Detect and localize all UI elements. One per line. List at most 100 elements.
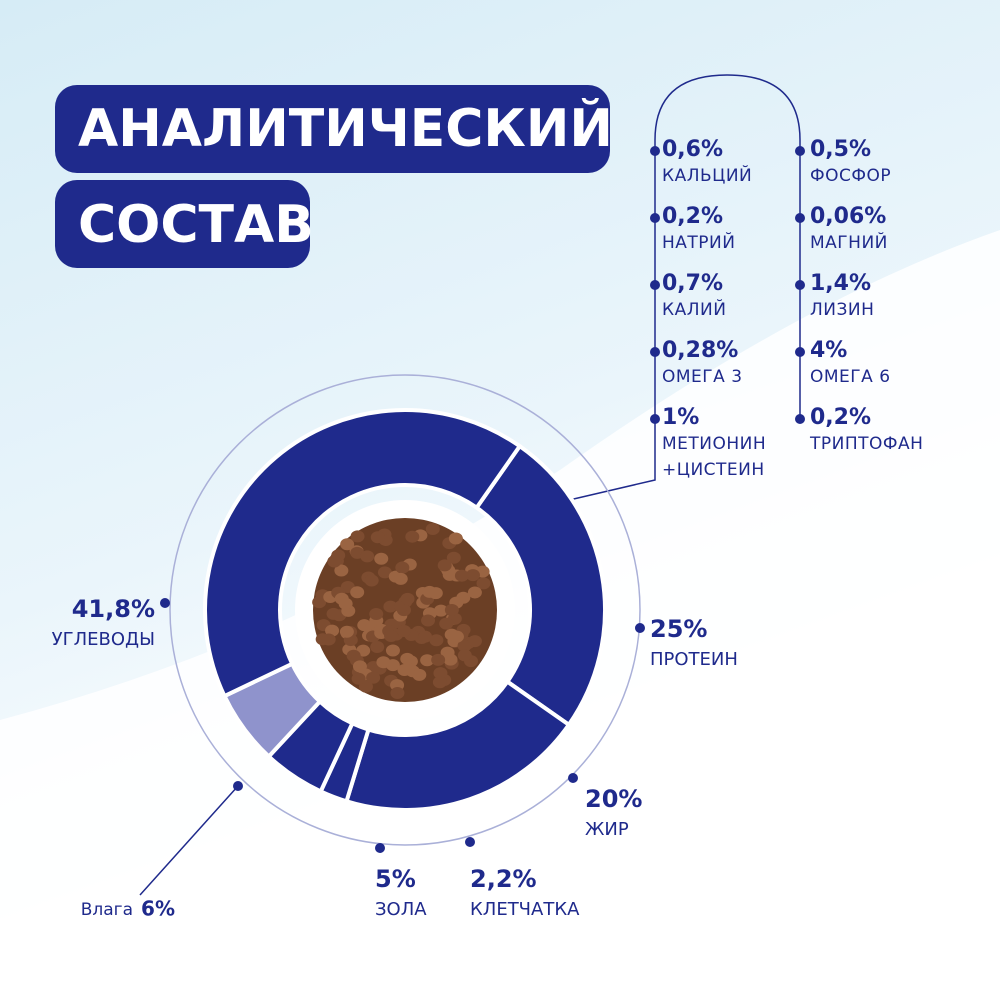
kibble [390,686,405,699]
kibble [465,569,480,582]
kibble [431,653,446,666]
kibble [338,597,353,610]
label-dot [635,623,645,633]
label-dot [160,598,170,608]
mineral-name: КАЛЬЦИЙ [662,166,753,186]
mineral-value: 0,5% [810,137,872,162]
kibble [420,654,435,667]
mineral: 4% ОМЕГА 6 [810,338,935,390]
mineral-name: КАЛИЙ [662,300,727,320]
kibble [476,577,491,590]
mineral: 1% МЕТИОНИН +ЦИСТЕИН [662,405,787,483]
kibble [340,538,355,551]
kibble [454,569,469,582]
kibble [429,634,444,647]
kibble [418,630,433,643]
category-label: УГЛЕВОДЫ [52,629,155,650]
kibble [374,552,389,565]
label-dot [568,773,578,783]
title-box [55,180,310,268]
mineral-value: 0,7% [662,271,724,296]
kibble [400,592,415,605]
kibble [393,572,408,585]
kibble [327,555,342,568]
title: СОСТАВ [78,195,314,255]
mineral-name: МЕТИОНИН +ЦИСТЕИН [662,434,767,480]
kibble [400,652,415,665]
mineral-value: 1,4% [810,271,872,296]
mineral-value: 0,2% [662,204,724,229]
kibble [360,550,375,563]
kibble [467,635,482,648]
donut-segment [473,443,607,728]
kibble [412,668,427,681]
label-dot [375,843,385,853]
bullet [650,414,660,424]
category-label: ЗОЛА [375,899,427,920]
value-label: 20% [585,785,642,813]
kibble [443,653,458,666]
title: АНАЛИТИЧЕСКИЙ [78,98,613,159]
kibble [449,630,464,643]
kibble [428,587,443,600]
kibble [366,671,381,684]
bullet [795,347,805,357]
mineral: 0,2% ТРИПТОФАН [810,405,935,457]
mineral-name: ОМЕГА 6 [810,367,891,387]
bullet [795,146,805,156]
mineral-name: ЛИЗИН [810,300,875,320]
kibble [350,586,365,599]
kibble [421,614,436,627]
food-image [295,500,515,720]
category-label: КЛЕТЧАТКА [470,899,580,920]
kibble [370,640,385,653]
bullet [650,213,660,223]
kibble [457,649,472,662]
mineral-name: МАГНИЙ [810,233,888,253]
value-label: 2,2% [470,865,537,893]
bullet [650,280,660,290]
donut [203,408,607,812]
mineral-value: 4% [810,338,848,363]
kibble [383,600,398,613]
leader [139,785,239,896]
donut-segment [203,408,523,699]
bullet [650,347,660,357]
mineral-value: 1% [662,405,700,430]
kibble [457,639,472,652]
value-label: 41,8% [72,595,155,623]
kibble [339,625,354,638]
mineral: 0,06% МАГНИЙ [810,204,935,256]
value-label: 25% [650,615,707,643]
kibble [377,566,392,579]
mineral-value: 0,2% [810,405,872,430]
mineral: 0,2% НАТРИЙ [662,204,787,256]
mineral-value: 0,06% [810,204,887,229]
value-label: 6% [141,897,175,921]
mineral: 0,28% ОМЕГА 3 [662,338,787,390]
mineral-name: ФОСФОР [810,166,892,186]
kibble [384,630,399,643]
mineral-name: ОМЕГА 3 [662,367,743,387]
kibble [321,633,336,646]
kibble [467,586,482,599]
title-box [55,85,610,173]
kibble [370,531,385,544]
value-label: 5% [375,865,416,893]
mineral: 0,7% КАЛИЙ [662,271,787,323]
kibble [444,604,459,617]
bullet [795,213,805,223]
outer-ring [169,374,641,846]
kibble [442,568,457,581]
mineral-name: НАТРИЙ [662,233,736,253]
bullet [795,414,805,424]
category-label: Влага [81,900,133,920]
kibble [351,672,366,685]
kibble [439,617,454,630]
mineral: 1,4% ЛИЗИН [810,271,935,323]
bullet [650,146,660,156]
kibble [405,530,420,543]
bullet [795,280,805,290]
